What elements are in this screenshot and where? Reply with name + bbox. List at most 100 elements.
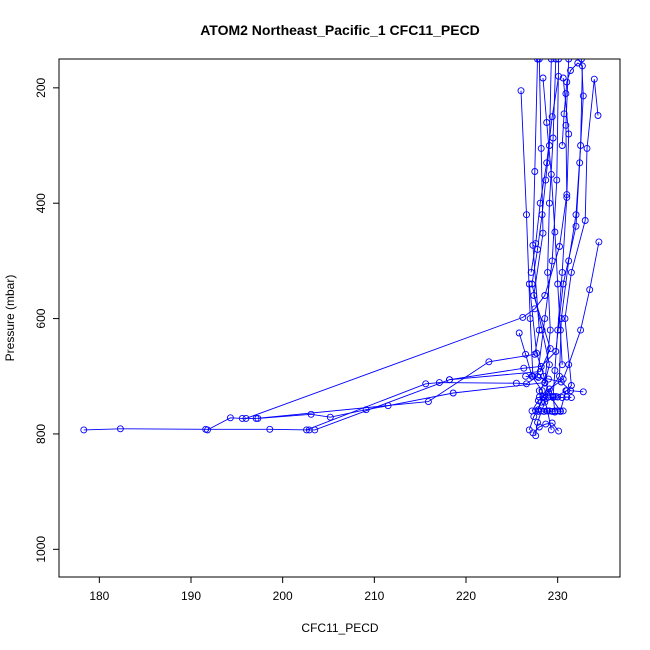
data-point: [545, 361, 553, 369]
data-point: [565, 59, 573, 63]
data-point: [554, 407, 562, 415]
data-point: [559, 74, 567, 82]
data-point: [586, 286, 594, 294]
data-point: [449, 389, 457, 397]
data-point: [574, 59, 582, 67]
data-point: [561, 315, 569, 323]
data-point: [558, 268, 566, 276]
data-point: [526, 315, 534, 323]
data-point: [567, 67, 574, 74]
x-tick-label: 200: [273, 589, 293, 603]
data-point: [539, 392, 547, 400]
data-point: [590, 75, 598, 83]
data-point: [551, 407, 559, 415]
data-point: [572, 211, 580, 219]
data-point: [254, 414, 262, 422]
data-point: [559, 280, 567, 288]
data-point: [540, 407, 548, 415]
data-point: [557, 378, 565, 386]
series-20: [529, 419, 563, 437]
data-point: [537, 407, 545, 415]
data-point: [540, 372, 548, 380]
data-point: [545, 385, 553, 393]
data-point: [549, 394, 557, 402]
x-tick-label: 190: [181, 589, 201, 603]
x-tick-label: 230: [548, 589, 568, 603]
data-point: [545, 393, 552, 401]
data-point: [558, 394, 566, 402]
data-point: [578, 59, 585, 63]
data-point: [541, 315, 549, 323]
series-line: [257, 59, 557, 419]
data-point: [303, 426, 310, 434]
x-tick-label: 220: [456, 589, 476, 603]
series-3: [254, 59, 560, 422]
data-point: [532, 240, 540, 248]
data-point: [562, 90, 570, 98]
data-point: [583, 144, 591, 152]
series-line: [535, 79, 599, 436]
series-5: [242, 59, 573, 422]
data-point: [545, 199, 553, 207]
data-point: [523, 211, 530, 219]
data-point: [565, 130, 573, 138]
data-point: [555, 72, 563, 80]
data-point: [579, 388, 587, 396]
data-point: [538, 326, 546, 334]
data-point: [558, 142, 566, 149]
y-tick-label: 600: [34, 308, 48, 328]
data-point: [535, 393, 543, 401]
series-line: [525, 375, 584, 393]
data-point: [548, 113, 556, 121]
data-point: [536, 199, 544, 207]
series-line: [528, 283, 567, 412]
data-point: [546, 326, 554, 334]
series-line: [520, 90, 534, 377]
data-point: [567, 394, 575, 402]
data-point: [532, 407, 540, 415]
data-point: [555, 427, 563, 435]
data-point: [563, 193, 571, 201]
data-point: [446, 376, 453, 384]
y-tick-label: 200: [34, 78, 48, 98]
series-line: [552, 77, 570, 413]
data-point: [326, 413, 334, 421]
data-point: [595, 238, 603, 246]
data-point: [581, 217, 589, 224]
data-point: [523, 380, 530, 388]
series-line: [207, 59, 540, 431]
data-point: [534, 59, 541, 63]
data-point: [305, 426, 313, 434]
data-point: [519, 313, 527, 321]
data-point: [541, 292, 549, 299]
data-point: [435, 379, 443, 387]
data-point: [535, 59, 543, 63]
data-point: [567, 382, 575, 389]
data-point: [80, 426, 88, 434]
data-point: [543, 407, 551, 415]
data-point: [558, 361, 566, 369]
series-line: [83, 59, 551, 431]
data-point: [565, 361, 573, 369]
data-point: [537, 144, 545, 152]
data-point: [543, 119, 551, 126]
data-point: [515, 329, 523, 337]
data-point: [551, 367, 559, 374]
x-axis: 180 190 200 210 220 230: [89, 577, 568, 603]
series-line: [537, 241, 600, 410]
data-point: [529, 372, 537, 380]
data-point: [485, 358, 493, 366]
data-point: [204, 426, 211, 434]
data-point: [562, 121, 570, 129]
data-point: [547, 170, 555, 178]
data-point: [520, 364, 528, 372]
data-point: [535, 423, 543, 431]
series-19: [535, 393, 575, 402]
data-point: [556, 243, 563, 250]
data-point: [563, 393, 571, 401]
chart-title: ATOM2 Northeast_Pacific_1 CFC11_PECD: [200, 22, 480, 38]
data-point: [551, 228, 559, 236]
x-axis-label: CFC11_PECD: [301, 621, 378, 635]
y-axis-label: Pressure (mbar): [3, 275, 17, 362]
data-point: [554, 280, 562, 288]
